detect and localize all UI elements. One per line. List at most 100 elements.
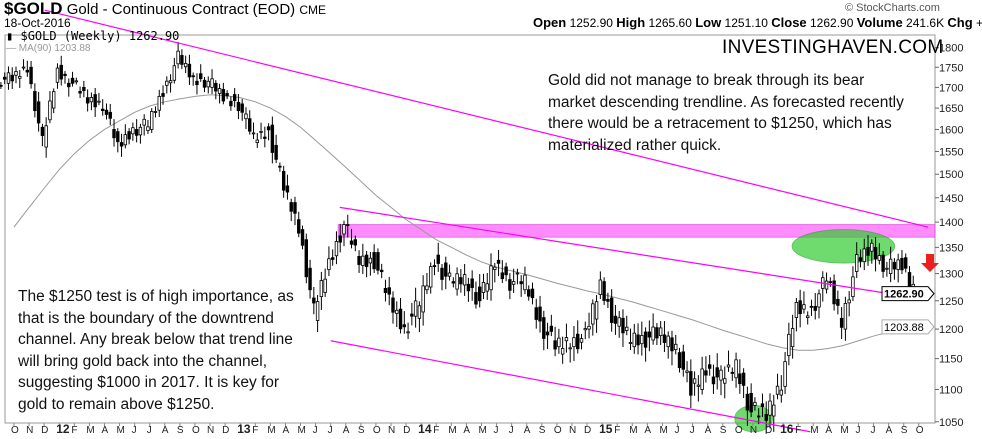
candle-body xyxy=(244,113,248,120)
candle-body xyxy=(907,272,912,287)
stat-label: Close xyxy=(771,15,807,30)
candle-body xyxy=(327,258,331,270)
x-tick-label: M xyxy=(478,425,486,436)
x-tick-label: S xyxy=(177,425,184,436)
resistance-band xyxy=(337,224,936,238)
channel-upper-trendline xyxy=(339,206,928,301)
candle-body xyxy=(843,303,848,330)
candle-body xyxy=(52,91,56,109)
x-tick-label: 14 xyxy=(418,422,432,436)
candle-body xyxy=(696,384,701,387)
candle-body xyxy=(180,55,184,65)
candle-body xyxy=(798,300,802,315)
x-tick-label: O xyxy=(11,425,19,436)
candle-body xyxy=(632,332,636,348)
candle-body xyxy=(281,170,286,191)
x-tick-label: N xyxy=(569,425,576,436)
candle-body xyxy=(707,364,712,369)
stat-label: Open xyxy=(533,15,567,30)
candle-body xyxy=(44,125,48,148)
candle-body xyxy=(25,69,30,73)
chart-date: 18-Oct-2016 xyxy=(4,16,71,30)
candle-body xyxy=(395,309,399,314)
x-tick-label: A xyxy=(343,425,350,436)
annotation-line: Gold did not manage to break through its… xyxy=(548,72,865,89)
candle-body xyxy=(63,73,67,77)
annotation-line: there would be a retracement to $1250, w… xyxy=(548,115,892,132)
x-tick-label: J xyxy=(494,425,499,436)
x-tick-label: O xyxy=(916,425,924,436)
candle-body xyxy=(112,129,116,139)
candle-body xyxy=(719,369,723,381)
candle-body xyxy=(263,136,267,139)
candle-body xyxy=(138,126,143,136)
candle-body xyxy=(255,139,259,143)
candle-body xyxy=(349,240,354,245)
y-tick-label: 1600 xyxy=(939,124,963,136)
x-tick-label: J xyxy=(675,425,680,436)
candle-body xyxy=(576,333,580,350)
candle-body xyxy=(832,280,836,305)
candle-body xyxy=(357,256,361,265)
y-tick-label: 1250 xyxy=(939,296,963,308)
candle-body xyxy=(383,287,388,294)
candle-body xyxy=(670,337,674,352)
candle-body xyxy=(892,261,897,270)
candle-body xyxy=(723,378,727,384)
stat-value: 1265.60 xyxy=(645,16,696,30)
candle-body xyxy=(274,144,278,160)
y-tick-label: 1800 xyxy=(939,43,963,55)
candle-body xyxy=(376,252,380,271)
candle-body xyxy=(527,289,531,297)
x-tick-label: O xyxy=(192,425,200,436)
candle-body xyxy=(123,134,128,146)
annotation-line: will bring gold back into the channel, xyxy=(18,352,268,370)
candle-body xyxy=(628,342,633,344)
candle-body xyxy=(330,257,335,260)
candle-body xyxy=(478,286,482,302)
candle-body xyxy=(617,317,621,327)
stat-value: 241.6K xyxy=(902,16,948,30)
y-tick-label: 1200 xyxy=(939,324,963,336)
candle-body xyxy=(225,93,229,97)
x-tick-label: A xyxy=(886,425,893,436)
candle-body xyxy=(229,100,233,107)
y-tick-label: 1500 xyxy=(939,169,963,181)
x-tick-label: N xyxy=(26,425,33,436)
candle-body xyxy=(10,74,14,82)
x-tick-label: A xyxy=(524,425,531,436)
y-tick-label: 1700 xyxy=(939,82,963,94)
candle-body xyxy=(342,224,346,235)
candle-body xyxy=(662,334,667,343)
candle-body xyxy=(195,80,199,86)
price-legend: ▮ $GOLD (Weekly) 1262.90 xyxy=(6,30,179,43)
candle-body xyxy=(379,269,384,273)
candle-body xyxy=(387,287,391,295)
candle-body xyxy=(598,279,603,295)
y-tick-label: 1650 xyxy=(939,103,963,115)
candle-body xyxy=(553,340,557,350)
x-tick-label: 15 xyxy=(599,422,613,436)
candle-body xyxy=(711,376,716,385)
candle-body xyxy=(866,246,870,256)
candle-body xyxy=(74,80,79,83)
candle-body xyxy=(199,73,203,80)
candle-body xyxy=(783,361,787,387)
candle-body xyxy=(285,185,290,193)
candle-body xyxy=(150,111,154,130)
x-tick-label: D xyxy=(41,425,48,436)
candle-body xyxy=(432,265,437,268)
candle-body xyxy=(881,254,885,272)
candle-body xyxy=(202,79,207,88)
candle-body xyxy=(636,334,640,346)
candle-body xyxy=(406,331,410,334)
candle-body xyxy=(172,65,177,81)
x-tick-label: M xyxy=(117,425,125,436)
candle-body xyxy=(270,124,275,153)
x-tick-label: M xyxy=(267,425,275,436)
candle-body xyxy=(187,63,192,78)
candle-body xyxy=(440,267,444,280)
candle-body xyxy=(692,378,697,384)
candle-body xyxy=(606,298,610,302)
